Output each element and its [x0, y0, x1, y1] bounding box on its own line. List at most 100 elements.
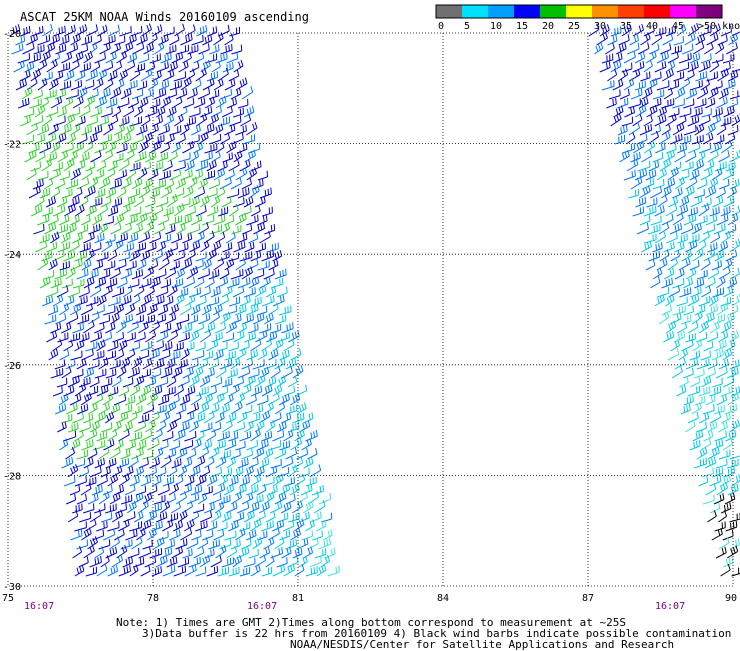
wind-barb [62, 457, 73, 468]
wind-barb [38, 78, 47, 90]
wind-barb [699, 61, 711, 72]
wind-barb [156, 106, 165, 117]
wind-barb [215, 412, 224, 423]
wind-barb [716, 97, 727, 108]
wind-barb [205, 549, 215, 559]
wind-barb [147, 304, 157, 315]
time-label: 16:07 [655, 601, 685, 612]
wind-barb [42, 207, 52, 216]
wind-barb [108, 160, 118, 171]
wind-barb [710, 60, 719, 72]
wind-barb [185, 25, 195, 37]
wind-barb [244, 332, 255, 342]
lat-label: -24 [3, 250, 21, 261]
wind-barb [99, 315, 109, 324]
wind-barb [683, 368, 693, 378]
wind-barb [221, 44, 233, 54]
wind-barb [714, 223, 725, 234]
wind-barb [146, 242, 157, 252]
wind-barb [719, 150, 730, 162]
wind-barb [253, 359, 265, 369]
wind-barb [693, 249, 704, 262]
wind-barb [128, 367, 140, 378]
wind-barb [96, 431, 106, 441]
wind-barb [264, 402, 273, 414]
wind-barb [715, 340, 727, 351]
wind-barb [622, 24, 632, 36]
wind-barb [47, 59, 58, 72]
wind-barb [701, 351, 711, 360]
wind-barb [49, 259, 58, 270]
wind-barb [66, 133, 75, 144]
wind-barb [589, 24, 599, 36]
wind-barb [227, 141, 237, 153]
wind-barb [594, 43, 603, 55]
wind-barb [62, 96, 73, 108]
wind-barb [132, 356, 142, 369]
wind-barb [86, 341, 97, 351]
wind-barb [209, 90, 219, 99]
lon-label: 84 [437, 593, 449, 604]
wind-barb [209, 539, 220, 549]
wind-barb [161, 279, 171, 288]
wind-barb [64, 114, 74, 126]
wind-barb [112, 332, 123, 342]
wind-barb [233, 512, 244, 522]
wind-barb [710, 24, 720, 37]
wind-barb [167, 194, 177, 207]
wind-barb [705, 98, 715, 109]
wind-barb [258, 171, 268, 180]
wind-barb [174, 342, 184, 351]
wind-barb [277, 376, 286, 388]
wind-barb [44, 315, 56, 325]
wind-barb [220, 312, 230, 324]
wind-barb [240, 476, 250, 486]
wind-barb [200, 375, 210, 387]
wind-barb [130, 476, 139, 486]
wind-barb [639, 185, 650, 198]
wind-barb [86, 296, 98, 306]
lat-label: -30 [3, 582, 21, 593]
wind-barb [136, 486, 146, 495]
wind-barb [92, 125, 101, 135]
wind-barb [27, 33, 38, 45]
wind-barb [156, 512, 167, 523]
wind-barb [319, 493, 331, 504]
wind-barb [86, 24, 97, 36]
wind-barb [138, 500, 148, 513]
wind-barb [288, 513, 299, 522]
wind-barb [58, 63, 70, 73]
wind-barb [70, 303, 81, 315]
wind-barb [110, 313, 119, 325]
wind-barb [99, 491, 109, 504]
wind-barb [671, 162, 681, 171]
wind-barb [202, 530, 213, 540]
wind-barb [132, 269, 143, 279]
wind-barb [238, 99, 248, 108]
wind-barb [207, 339, 218, 351]
wind-barb [705, 367, 715, 378]
wind-barb [696, 332, 706, 342]
wind-barb [74, 521, 86, 531]
wind-barb [60, 439, 68, 450]
wind-barb [229, 252, 239, 261]
wind-barb [59, 215, 69, 226]
wind-barb [245, 242, 255, 252]
wind-barb [75, 204, 84, 216]
wind-barb [119, 116, 129, 126]
wind-barb [191, 125, 200, 135]
wind-barb [259, 411, 269, 423]
wind-barb [49, 78, 58, 90]
wind-barb [708, 242, 718, 252]
wind-barb [35, 195, 44, 207]
wind-barb [210, 44, 220, 54]
wind-barb [703, 495, 714, 504]
time-label: 16:07 [24, 601, 54, 612]
wind-barb [207, 297, 219, 306]
wind-barb [198, 269, 210, 280]
wind-barb [215, 232, 224, 243]
wind-barb [305, 430, 317, 441]
wind-barb [231, 269, 243, 279]
wind-barb [679, 348, 688, 360]
